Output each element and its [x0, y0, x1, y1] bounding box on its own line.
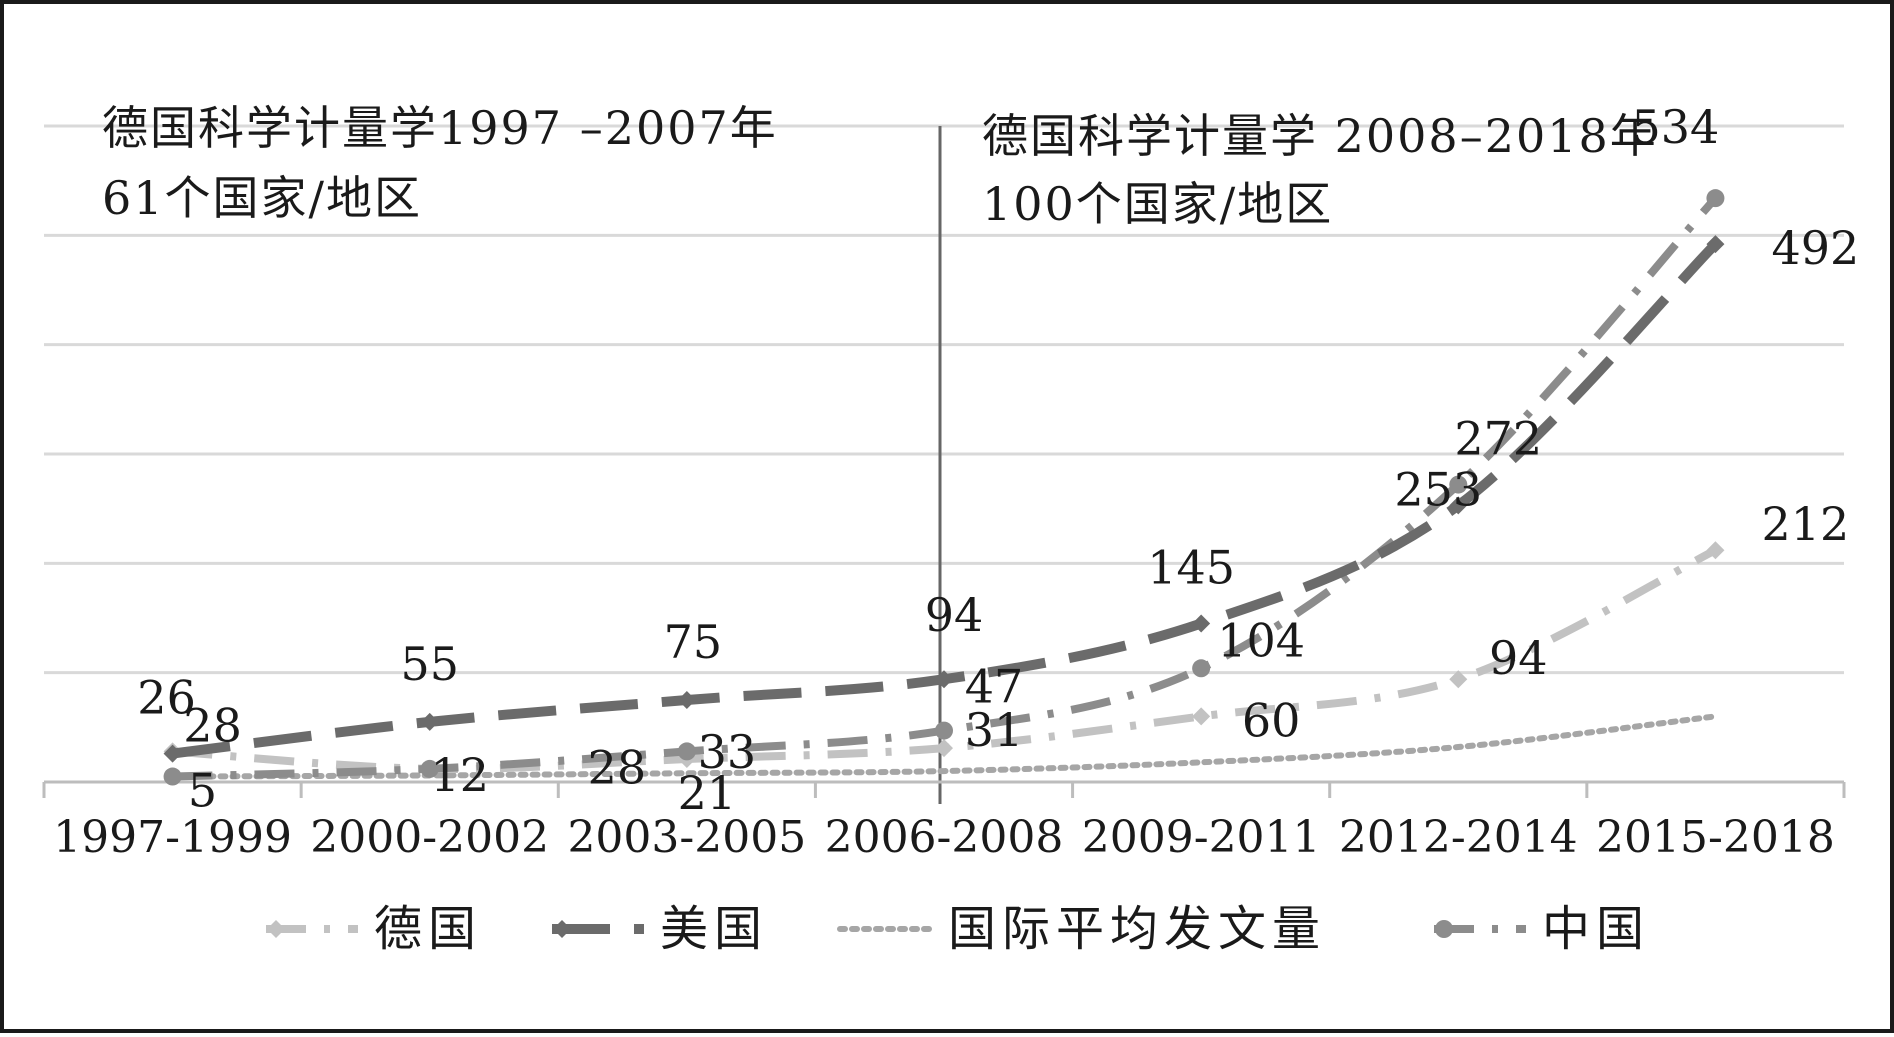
legend-marker — [553, 920, 571, 938]
data-label: 94 — [925, 588, 984, 642]
data-point — [1706, 235, 1725, 254]
data-point — [1449, 496, 1468, 515]
legend: 德国 美国 国际平均发文量 中国 — [266, 901, 1650, 957]
data-label: 26 — [137, 671, 196, 725]
x-tick-label: 2015-2018 — [1596, 812, 1835, 863]
x-tick-label: 2003-2005 — [567, 812, 806, 863]
data-label: 534 — [1632, 100, 1720, 154]
x-tick-label: 2012-2014 — [1339, 812, 1578, 863]
legend-marker — [267, 920, 285, 938]
data-point — [935, 721, 953, 740]
data-label: 5 — [188, 764, 217, 818]
data-point — [420, 712, 439, 731]
x-axis: 1997-1999 2000-2002 2003-2005 2006-2008 2009… — [42, 780, 1846, 863]
line-chart: 1997-1999 2000-2002 2003-2005 2006-2008 2009… — [42, 100, 1859, 957]
data-point — [420, 759, 439, 778]
data-label: 492 — [1772, 221, 1860, 275]
data-label: 272 — [1454, 412, 1542, 466]
data-label: 75 — [664, 615, 723, 669]
x-tick-label: 2006-2008 — [825, 812, 1064, 863]
legend-marker — [1435, 920, 1453, 938]
data-label: 31 — [965, 703, 1024, 757]
data-point — [677, 742, 696, 761]
legend-label: 中国 — [1542, 901, 1650, 957]
data-point — [163, 744, 182, 763]
data-label: 60 — [1242, 693, 1301, 747]
series-group — [163, 189, 1725, 786]
annotation-left-line1: 德国科学计量学1997 –2007年 — [102, 101, 778, 155]
data-point — [1449, 670, 1468, 689]
legend-label: 德国 — [374, 901, 482, 957]
legend-label: 美国 — [660, 901, 768, 957]
data-point — [1192, 614, 1211, 633]
data-label: 145 — [1147, 540, 1235, 594]
data-label: 12 — [430, 748, 489, 802]
data-labels: 28 12 21 31 60 94 212 26 55 75 94 145 253 492 5 28 47 104… — [137, 100, 1859, 820]
data-label: 33 — [698, 725, 757, 779]
data-point — [677, 691, 696, 709]
x-tick-label: 2009-2011 — [1082, 812, 1321, 863]
data-label: 21 — [678, 766, 737, 820]
data-point — [1706, 189, 1725, 208]
data-label: 253 — [1394, 462, 1482, 516]
data-point — [935, 670, 953, 689]
data-point — [1706, 541, 1725, 560]
data-label: 104 — [1217, 613, 1305, 667]
data-point — [163, 767, 182, 786]
gridlines — [44, 124, 1844, 675]
data-label: 94 — [1489, 631, 1548, 685]
annotation-right-line2: 100个国家/地区 — [982, 177, 1333, 231]
x-tick-label: 2000-2002 — [310, 812, 549, 863]
data-point — [1449, 475, 1468, 494]
data-label: 47 — [965, 660, 1024, 714]
data-label: 212 — [1762, 497, 1850, 551]
data-label: 55 — [400, 637, 459, 691]
x-tick-label: 1997-1999 — [53, 812, 292, 863]
data-point — [1192, 707, 1211, 726]
annotation-right-line1: 德国科学计量学 2008–2018年 — [982, 109, 1658, 163]
legend-label: 国际平均发文量 — [948, 901, 1326, 957]
data-label: 28 — [183, 698, 242, 752]
data-point — [935, 739, 953, 758]
annotation-left-line2: 61个国家/地区 — [102, 171, 422, 225]
data-point — [1192, 659, 1211, 678]
data-label: 28 — [588, 740, 647, 794]
